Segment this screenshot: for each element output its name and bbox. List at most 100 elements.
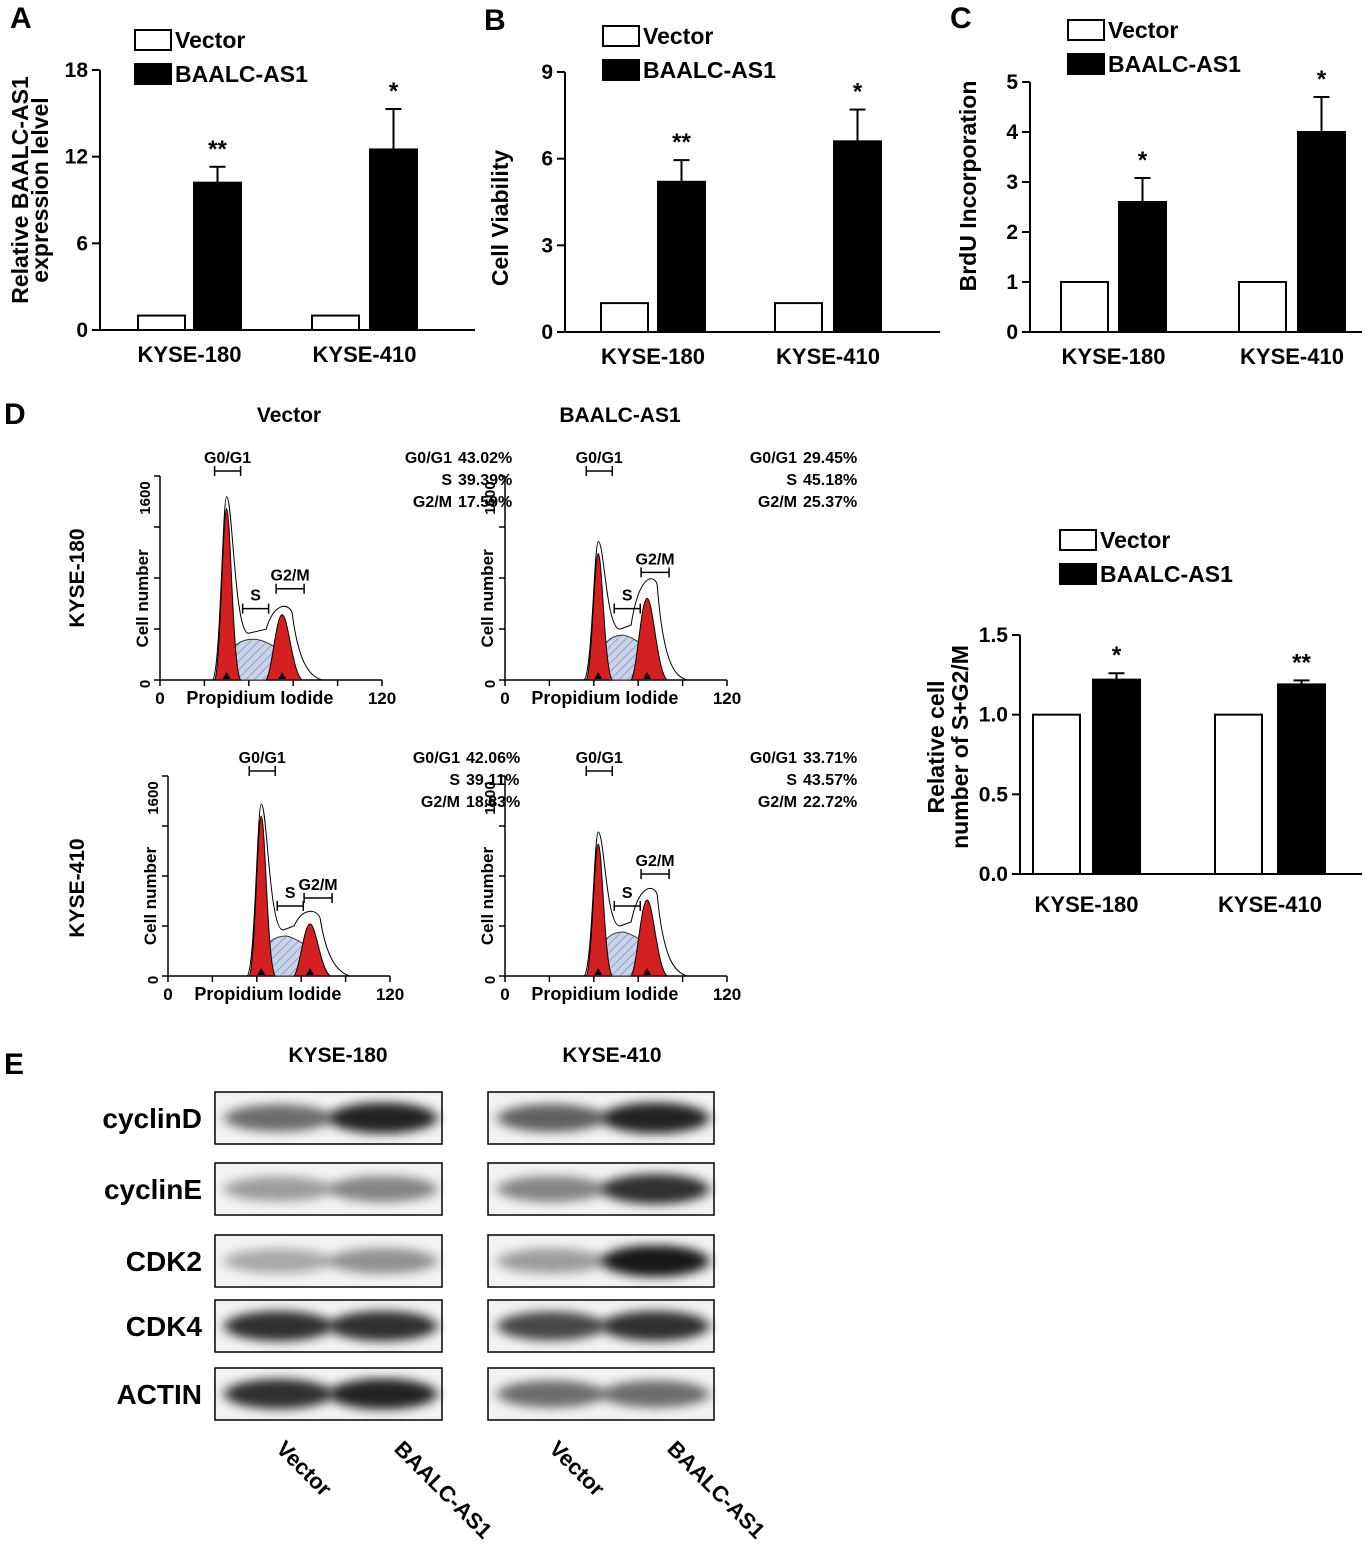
flow-histogram: 1600 0 Cell number 0 120 Propidium Iodide G0/G… (141, 750, 520, 1004)
y-tick-label: 0.0 (979, 863, 1008, 886)
cycle-stat-value: 42.06% (466, 750, 520, 767)
cycle-stat-label: G2/M (413, 494, 452, 511)
g2m-peak (630, 899, 669, 977)
gate-s-label: S (250, 588, 261, 605)
panel-label-e: E (4, 1048, 24, 1081)
legend-label-vector: Vector (1108, 17, 1178, 43)
significance-mark: * (1138, 147, 1148, 174)
cycle-stat-value: 45.18% (803, 472, 857, 489)
legend-label-baalc: BAALC-AS1 (1100, 561, 1233, 587)
flow-x-axis-label: Propidium Iodide (186, 688, 333, 708)
bar-baalc-as1 (369, 148, 418, 331)
category-label: KYSE-180 (138, 342, 242, 367)
cycle-stat-value: 29.45% (803, 450, 857, 467)
cycle-stat-value: 17.59% (458, 494, 512, 511)
flow-x0-label: 0 (155, 689, 164, 708)
legend-swatch-baalc (1059, 563, 1097, 585)
flow-xmax-label: 120 (376, 985, 404, 1004)
flow-ymax-label: 1600 (482, 781, 499, 814)
flow-y0-label: 0 (482, 680, 499, 688)
cycle-stat-label: G2/M (758, 494, 797, 511)
g0g1-peak (248, 815, 277, 977)
gate-s-label: S (622, 588, 633, 605)
peak-marker (594, 672, 603, 679)
y-axis-label: Relative BAALC-AS1 (7, 76, 33, 304)
protein-label: CDK2 (126, 1246, 202, 1277)
bar-baalc-as1 (833, 140, 882, 333)
flow-y0-label: 0 (482, 976, 499, 984)
blot-band (224, 1248, 334, 1274)
cycle-stat-value: 18.83% (466, 794, 520, 811)
flow-y-axis-label: Cell number (478, 549, 497, 648)
y-tick-label: 1.0 (979, 704, 1008, 727)
flow-xmax-label: 120 (713, 689, 741, 708)
flow-col-title-baalc: BAALC-AS1 (559, 404, 681, 427)
cycle-stat-label: G0/G1 (750, 750, 797, 767)
y-axis-label: Relative cell (923, 681, 949, 814)
cycle-stat-label: G0/G1 (413, 750, 460, 767)
protein-label: cyclinD (102, 1103, 202, 1134)
blot-band (497, 1311, 606, 1341)
flow-row-title-kyse180: KYSE-180 (66, 528, 89, 627)
flow-x-axis-label: Propidium Iodide (531, 688, 678, 708)
g2m-peak (265, 614, 304, 681)
y-tick-label: 5 (1006, 71, 1018, 94)
cycle-stat-label: G0/G1 (750, 450, 797, 467)
legend-swatch-baalc (1067, 53, 1105, 75)
significance-mark: * (1112, 642, 1122, 669)
cycle-stat-value: 39.39% (458, 472, 512, 489)
cycle-stat-value: 33.71% (803, 750, 857, 767)
bar-chart-d-right: 0.0 0.5 1.0 1.5 * KYSE-180 ** KYSE-410 Vector BAA… (923, 527, 1362, 917)
peak-marker (594, 968, 603, 975)
g0g1-peak (213, 508, 242, 681)
blot-band (601, 1173, 710, 1205)
bar-chart-c: 0 1 2 3 4 5 * KYSE-180 * KYSE-410 Vector BAALC-AS1 B… (955, 17, 1362, 369)
lane-label: BAALC-AS1 (662, 1436, 770, 1544)
protein-label: CDK4 (126, 1311, 203, 1342)
legend-label-vector: Vector (175, 27, 245, 53)
blot-band (224, 1176, 334, 1202)
gate-s-label: S (622, 885, 633, 902)
panel-label-b: B (484, 4, 506, 37)
bar-vector (1032, 713, 1081, 876)
y-tick-label: 0.5 (979, 783, 1009, 806)
cycle-stat-value: 39.11% (466, 772, 519, 789)
y-tick-label: 6 (541, 148, 553, 171)
flow-ymax-label: 1600 (482, 481, 499, 514)
flow-histograms: 1600 0 Cell number 0 120 Propidium Iodide G0/G… (133, 450, 857, 1004)
cycle-stat-label: S (786, 472, 797, 489)
blot-band (328, 1248, 438, 1274)
y-tick-label: 0 (1006, 321, 1018, 344)
cycle-stat-label: S (441, 472, 452, 489)
legend-swatch-baalc (602, 59, 640, 81)
gate-g2m-label: G2/M (271, 568, 310, 585)
cycle-stat-label: G2/M (421, 794, 460, 811)
flow-col-title-vector: Vector (257, 404, 321, 427)
significance-mark: ** (1292, 649, 1311, 676)
cycle-stat-label: S (786, 772, 797, 789)
gate-g0g1-label: G0/G1 (576, 450, 623, 467)
panel-label-a: A (10, 2, 32, 35)
legend-swatch-vector (1059, 529, 1097, 551)
significance-mark: * (1317, 66, 1327, 93)
flow-x-axis-label: Propidium Iodide (194, 984, 341, 1004)
y-tick-label: 0 (541, 321, 553, 344)
bar-vector (1214, 713, 1263, 876)
category-label: KYSE-410 (776, 344, 880, 369)
legend-swatch-baalc (134, 63, 172, 85)
category-label: KYSE-410 (313, 342, 417, 367)
gate-g0g1-label: G0/G1 (576, 750, 623, 767)
g2m-peak (293, 923, 332, 977)
cycle-stat-value: 43.02% (458, 450, 512, 467)
bar-chart-b: 0 3 6 9 ** KYSE-180 * KYSE-410 Vector BAALC-AS1 Ce… (487, 23, 940, 369)
bar-baalc-as1 (1118, 201, 1167, 333)
legend-swatch-vector (1067, 19, 1105, 41)
bar-chart-a: 0 6 12 18 ** KYSE-180 * KYSE-410 Vector BAALC-AS1… (7, 27, 475, 367)
significance-mark: * (389, 78, 399, 105)
flow-x0-label: 0 (500, 985, 509, 1004)
blot-band (601, 1380, 710, 1408)
panel-label-c: C (950, 2, 972, 35)
gate-g2m-label: G2/M (636, 551, 675, 568)
flow-y-axis-label: Cell number (133, 549, 152, 648)
